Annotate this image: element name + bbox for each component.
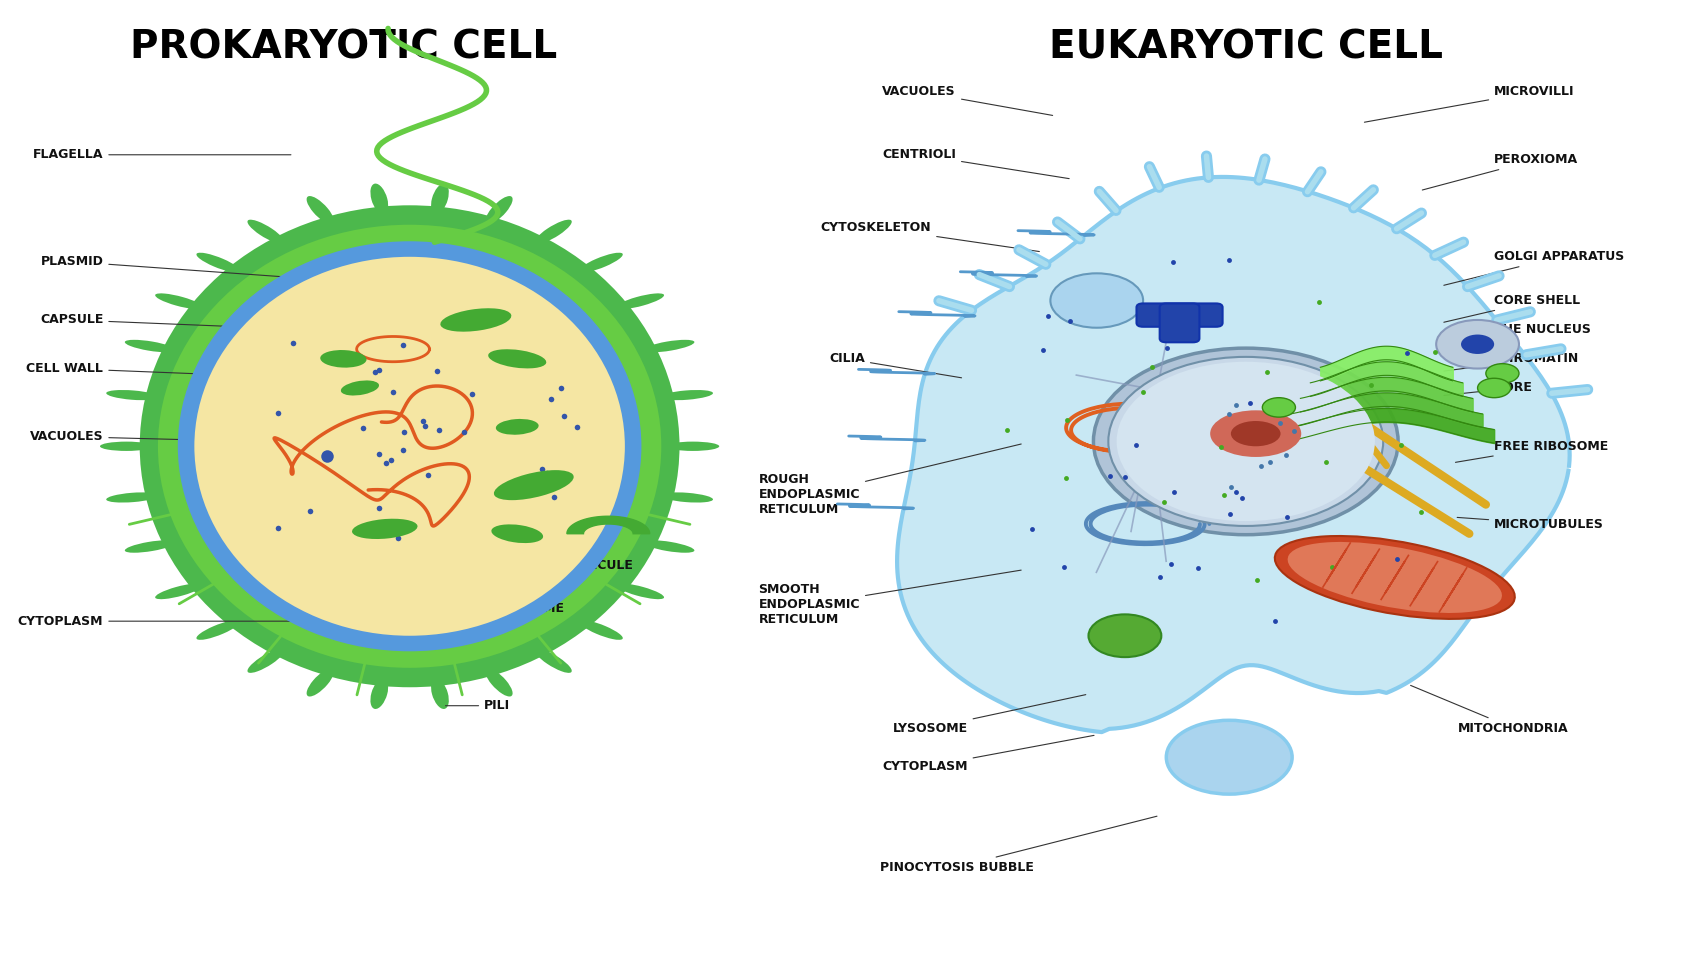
Ellipse shape — [248, 649, 285, 673]
Ellipse shape — [107, 390, 160, 400]
Circle shape — [1478, 378, 1510, 398]
Ellipse shape — [107, 492, 160, 503]
Ellipse shape — [1210, 411, 1302, 457]
Ellipse shape — [440, 309, 511, 331]
Text: CYTOPLASM: CYTOPLASM — [882, 735, 1095, 773]
Ellipse shape — [579, 253, 623, 272]
Text: MICROVILLI: MICROVILLI — [1364, 85, 1575, 122]
Text: CHROMATIN: CHROMATIN — [1444, 353, 1578, 371]
Ellipse shape — [370, 678, 389, 709]
Text: LYSOSOME: LYSOSOME — [893, 695, 1086, 735]
Ellipse shape — [535, 649, 572, 673]
Ellipse shape — [616, 293, 664, 310]
Ellipse shape — [494, 470, 574, 500]
Circle shape — [1487, 364, 1519, 383]
Text: CORE: CORE — [1444, 381, 1532, 396]
Text: CAPSULE: CAPSULE — [41, 314, 307, 329]
Text: PILI: PILI — [446, 699, 511, 712]
Circle shape — [1088, 614, 1161, 658]
Ellipse shape — [351, 518, 417, 539]
Ellipse shape — [1108, 357, 1383, 526]
Text: PLASMA MEMBRANE: PLASMA MEMBRANE — [484, 464, 628, 527]
Text: CYTOSKELETON: CYTOSKELETON — [821, 221, 1039, 252]
Circle shape — [1050, 273, 1144, 327]
Text: PEROXIOMA: PEROXIOMA — [1422, 153, 1578, 190]
Ellipse shape — [485, 668, 512, 697]
Circle shape — [1263, 398, 1295, 417]
Circle shape — [1461, 334, 1493, 354]
Text: CYTOPLASM: CYTOPLASM — [17, 614, 324, 627]
FancyBboxPatch shape — [1137, 304, 1222, 326]
Ellipse shape — [126, 540, 176, 553]
Ellipse shape — [1230, 421, 1281, 446]
Ellipse shape — [178, 241, 641, 652]
Polygon shape — [898, 177, 1570, 732]
Ellipse shape — [616, 583, 664, 599]
Text: CILIA: CILIA — [830, 353, 962, 378]
Circle shape — [1166, 720, 1291, 794]
Ellipse shape — [667, 442, 720, 451]
Ellipse shape — [195, 257, 624, 636]
Text: CELL WALL: CELL WALL — [27, 362, 307, 378]
Ellipse shape — [341, 380, 378, 396]
Ellipse shape — [1093, 348, 1398, 535]
Ellipse shape — [496, 418, 538, 435]
Text: CENTRIOLI: CENTRIOLI — [882, 148, 1069, 178]
Text: RING DNA MOLECULE: RING DNA MOLECULE — [484, 523, 633, 572]
Text: PINOCYTOSIS BUBBLE: PINOCYTOSIS BUBBLE — [881, 816, 1157, 873]
Text: FREE RIBOSOME: FREE RIBOSOME — [1456, 440, 1609, 463]
Ellipse shape — [485, 196, 512, 224]
Ellipse shape — [100, 442, 153, 451]
Ellipse shape — [643, 540, 694, 553]
Ellipse shape — [1274, 536, 1515, 619]
Text: ROUGH
ENDOPLASMIC
RETICULUM: ROUGH ENDOPLASMIC RETICULUM — [759, 444, 1022, 516]
FancyBboxPatch shape — [1159, 304, 1200, 342]
Ellipse shape — [492, 524, 543, 543]
Text: MITOCHONDRIA: MITOCHONDRIA — [1410, 685, 1568, 735]
Ellipse shape — [643, 340, 694, 353]
Ellipse shape — [197, 620, 241, 640]
Ellipse shape — [139, 205, 679, 687]
Text: VACUOLES: VACUOLES — [29, 430, 324, 443]
Ellipse shape — [197, 253, 241, 272]
Ellipse shape — [1117, 362, 1375, 521]
Text: SMOOTH
ENDOPLASMIC
RETICULUM: SMOOTH ENDOPLASMIC RETICULUM — [759, 570, 1022, 626]
Polygon shape — [567, 516, 650, 534]
Ellipse shape — [248, 220, 285, 244]
Text: CORE SHELL: CORE SHELL — [1444, 294, 1580, 322]
Ellipse shape — [158, 224, 662, 667]
Ellipse shape — [126, 340, 176, 353]
Ellipse shape — [535, 220, 572, 244]
Text: MICROTUBULES: MICROTUBULES — [1458, 517, 1604, 530]
Ellipse shape — [307, 668, 334, 697]
Text: PLASMID: PLASMID — [41, 255, 341, 281]
Text: FLAGELLA: FLAGELLA — [32, 148, 290, 162]
Ellipse shape — [660, 390, 713, 400]
Text: MESOSOME: MESOSOME — [484, 575, 565, 615]
Text: EUKARYOTIC CELL: EUKARYOTIC CELL — [1049, 28, 1442, 67]
Ellipse shape — [431, 183, 448, 215]
Ellipse shape — [154, 583, 204, 599]
Ellipse shape — [1288, 542, 1502, 612]
Ellipse shape — [307, 196, 334, 224]
Text: PROKARYOTIC CELL: PROKARYOTIC CELL — [129, 28, 557, 67]
Ellipse shape — [489, 349, 546, 368]
Ellipse shape — [321, 350, 367, 368]
Circle shape — [1436, 319, 1519, 368]
Ellipse shape — [660, 492, 713, 503]
Text: GOLGI APPARATUS: GOLGI APPARATUS — [1444, 250, 1624, 285]
Text: VACUOLES: VACUOLES — [882, 85, 1052, 116]
Ellipse shape — [431, 678, 448, 709]
Ellipse shape — [579, 620, 623, 640]
Ellipse shape — [370, 183, 389, 215]
Ellipse shape — [154, 293, 204, 310]
Text: THE NUCLEUS: THE NUCLEUS — [1444, 323, 1592, 346]
